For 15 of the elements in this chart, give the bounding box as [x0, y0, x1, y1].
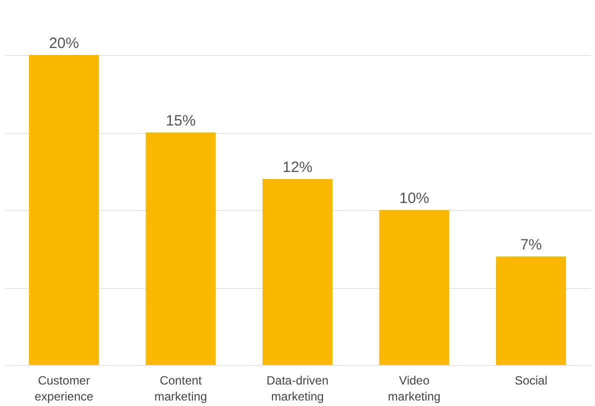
- bar: [379, 210, 450, 365]
- data-label: 12%: [282, 159, 313, 176]
- x-tick-label: Social: [514, 374, 548, 388]
- x-tick-label: Content marketing: [154, 374, 208, 404]
- data-label: 15%: [166, 112, 196, 130]
- bar: [262, 179, 332, 365]
- data-label: 7%: [520, 236, 542, 254]
- bar: [496, 256, 566, 365]
- data-label: 20%: [48, 35, 79, 52]
- x-tick-label: Customer experience: [34, 374, 94, 404]
- x-tick-label: Video marketing: [388, 374, 441, 404]
- bar: [146, 132, 216, 365]
- x-tick-label: Data-driven marketing: [266, 374, 329, 404]
- bar: [28, 55, 99, 365]
- data-label: 10%: [399, 190, 430, 207]
